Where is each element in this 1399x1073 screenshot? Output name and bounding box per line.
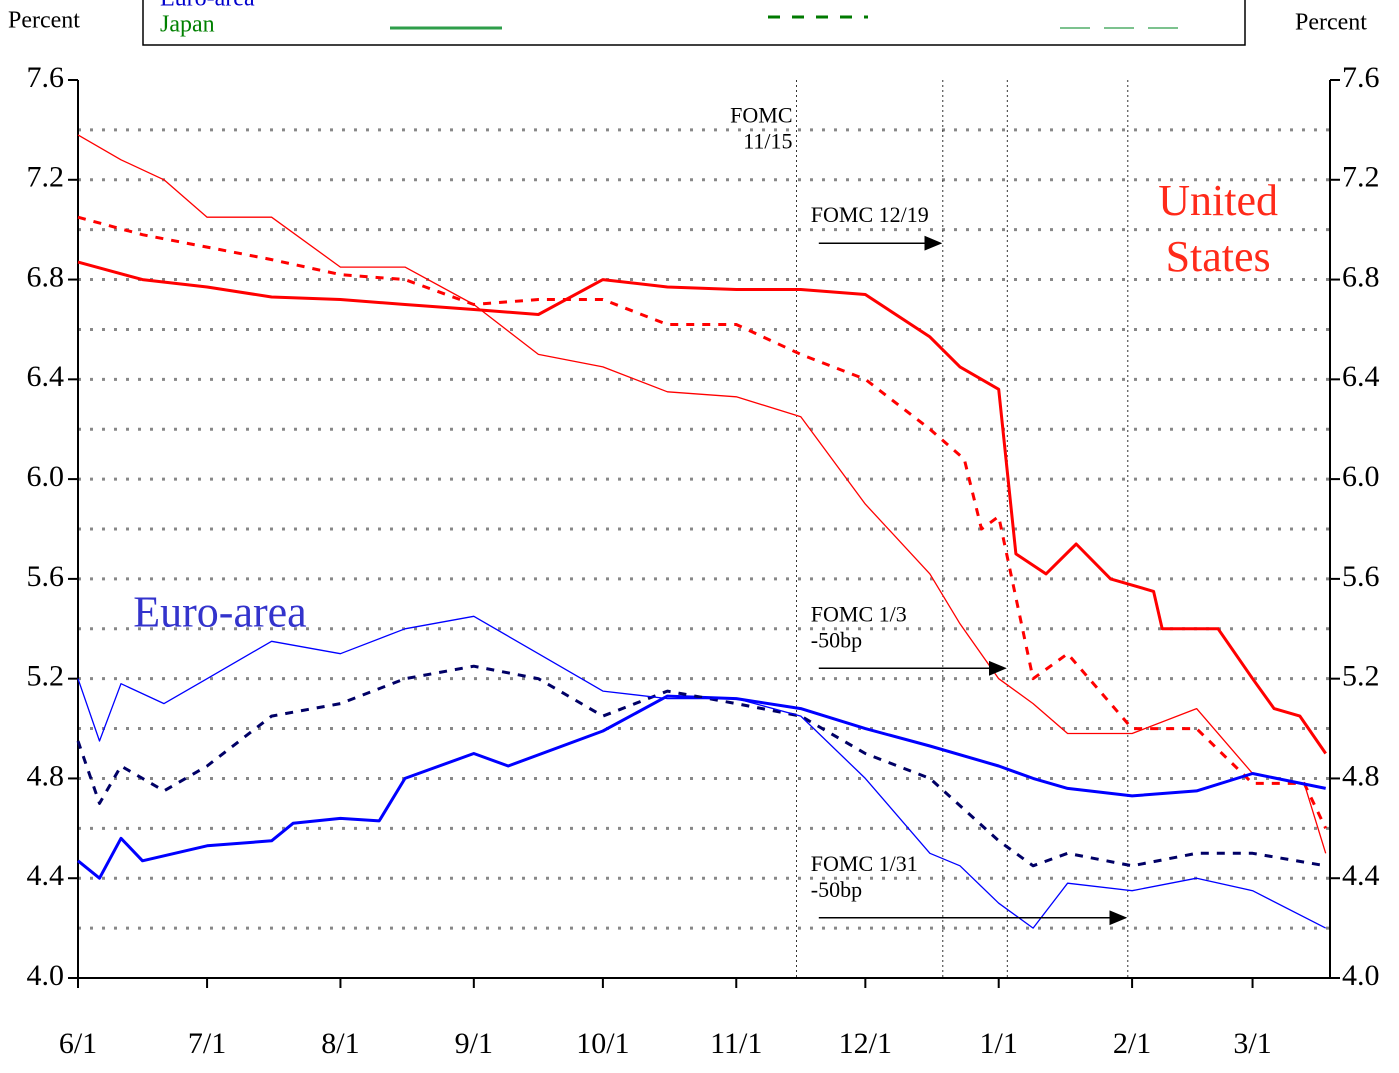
y-tick-label: 4.4 <box>27 859 65 892</box>
x-tick-label: 1/1 <box>980 1027 1018 1060</box>
y2-tick-label: 5.2 <box>1342 660 1380 693</box>
annotation: FOMC 1/31 <box>811 851 918 876</box>
y-tick-label: 5.6 <box>27 560 65 593</box>
y2-tick-label: 5.6 <box>1342 560 1380 593</box>
y2-tick-label: 7.6 <box>1342 61 1380 94</box>
annotation: FOMC 12/19 <box>811 202 929 227</box>
y-tick-label: 4.0 <box>27 959 65 992</box>
annotation: FOMC 1/3 <box>811 601 907 626</box>
x-tick-label: 10/1 <box>576 1027 629 1060</box>
annotation: -50bp <box>811 877 862 902</box>
x-tick-label: 8/1 <box>321 1027 359 1060</box>
legend-label: Japan <box>160 12 215 38</box>
series-line <box>77 215 1328 829</box>
y-tick-label: 5.2 <box>27 660 65 693</box>
series-line <box>77 694 1326 880</box>
y-tick-label: 6.4 <box>27 360 65 393</box>
series-line <box>77 615 1326 929</box>
y-tick-label: 4.8 <box>27 759 65 792</box>
x-tick-label: 3/1 <box>1233 1027 1271 1060</box>
region-label: Euro-area <box>133 587 306 636</box>
series-line <box>77 134 1327 854</box>
region-label: United <box>1158 176 1278 225</box>
series-line <box>77 260 1327 755</box>
x-tick-label: 7/1 <box>188 1027 226 1060</box>
x-tick-label: 2/1 <box>1113 1027 1151 1060</box>
annotation: -50bp <box>811 627 862 652</box>
annotation: FOMC <box>730 102 792 127</box>
y-tick-label: 7.6 <box>27 61 65 94</box>
y2-tick-label: 4.8 <box>1342 759 1380 792</box>
y-tick-label: 7.2 <box>27 161 65 194</box>
y-tick-label: 6.0 <box>27 460 65 493</box>
y-axis-label: Percent <box>8 8 80 34</box>
region-label: States <box>1166 232 1271 281</box>
x-tick-label: 6/1 <box>59 1027 97 1060</box>
y2-tick-label: 4.0 <box>1342 959 1380 992</box>
annotation: 11/15 <box>743 128 792 153</box>
y2-tick-label: 4.4 <box>1342 859 1380 892</box>
y2-tick-label: 6.8 <box>1342 260 1380 293</box>
x-tick-label: 9/1 <box>455 1027 493 1060</box>
series-line <box>76 664 1326 868</box>
y-tick-label: 6.8 <box>27 260 65 293</box>
legend-label: Euro-area <box>160 0 255 12</box>
legend-box <box>142 0 1246 46</box>
y2-axis-label: Percent <box>1295 10 1367 36</box>
x-tick-label: 11/1 <box>710 1027 762 1060</box>
y2-tick-label: 6.0 <box>1342 460 1380 493</box>
y2-tick-label: 6.4 <box>1342 360 1380 393</box>
x-tick-label: 12/1 <box>839 1027 892 1060</box>
y2-tick-label: 7.2 <box>1342 161 1380 194</box>
